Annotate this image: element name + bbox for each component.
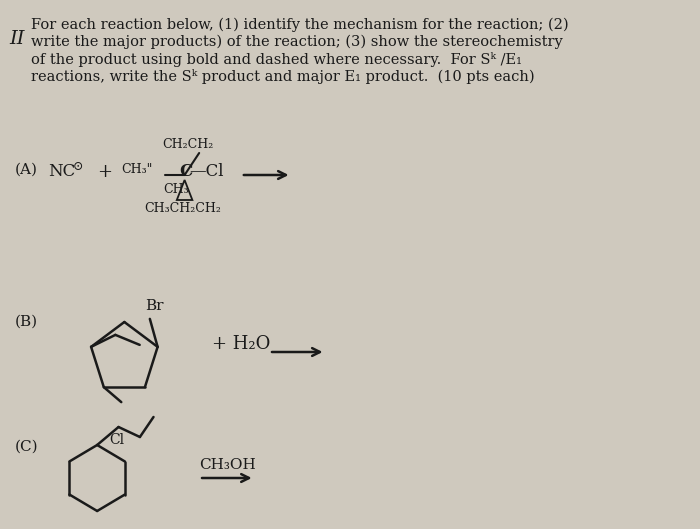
Text: II: II xyxy=(10,30,25,48)
Text: write the major products) of the reaction; (3) show the stereochemistry: write the major products) of the reactio… xyxy=(31,35,563,49)
Text: ⊙: ⊙ xyxy=(73,160,83,173)
Text: (A): (A) xyxy=(15,163,38,177)
Text: CH₃OH: CH₃OH xyxy=(199,458,256,472)
Text: +: + xyxy=(97,163,112,181)
Text: CH₃: CH₃ xyxy=(163,183,189,196)
Text: of the product using bold and dashed where necessary.  For Sᵏ /E₁: of the product using bold and dashed whe… xyxy=(31,52,522,67)
Text: For each reaction below, (1) identify the mechanism for the reaction; (2): For each reaction below, (1) identify th… xyxy=(31,18,568,32)
Text: (C): (C) xyxy=(15,440,38,454)
Text: Cl: Cl xyxy=(108,433,124,447)
Text: reactions, write the Sᵏ product and major E₁ product.  (10 pts each): reactions, write the Sᵏ product and majo… xyxy=(31,69,535,84)
Text: CH₃": CH₃" xyxy=(121,163,153,176)
Text: —Cl: —Cl xyxy=(190,163,224,180)
Text: (B): (B) xyxy=(15,315,38,329)
Text: Br: Br xyxy=(145,299,164,313)
Text: CH₃CH₂CH₂: CH₃CH₂CH₂ xyxy=(144,202,220,215)
Text: + H₂O: + H₂O xyxy=(212,335,270,353)
Text: C: C xyxy=(180,163,193,180)
Text: NC: NC xyxy=(48,163,76,180)
Text: CH₂CH₂: CH₂CH₂ xyxy=(162,138,214,151)
